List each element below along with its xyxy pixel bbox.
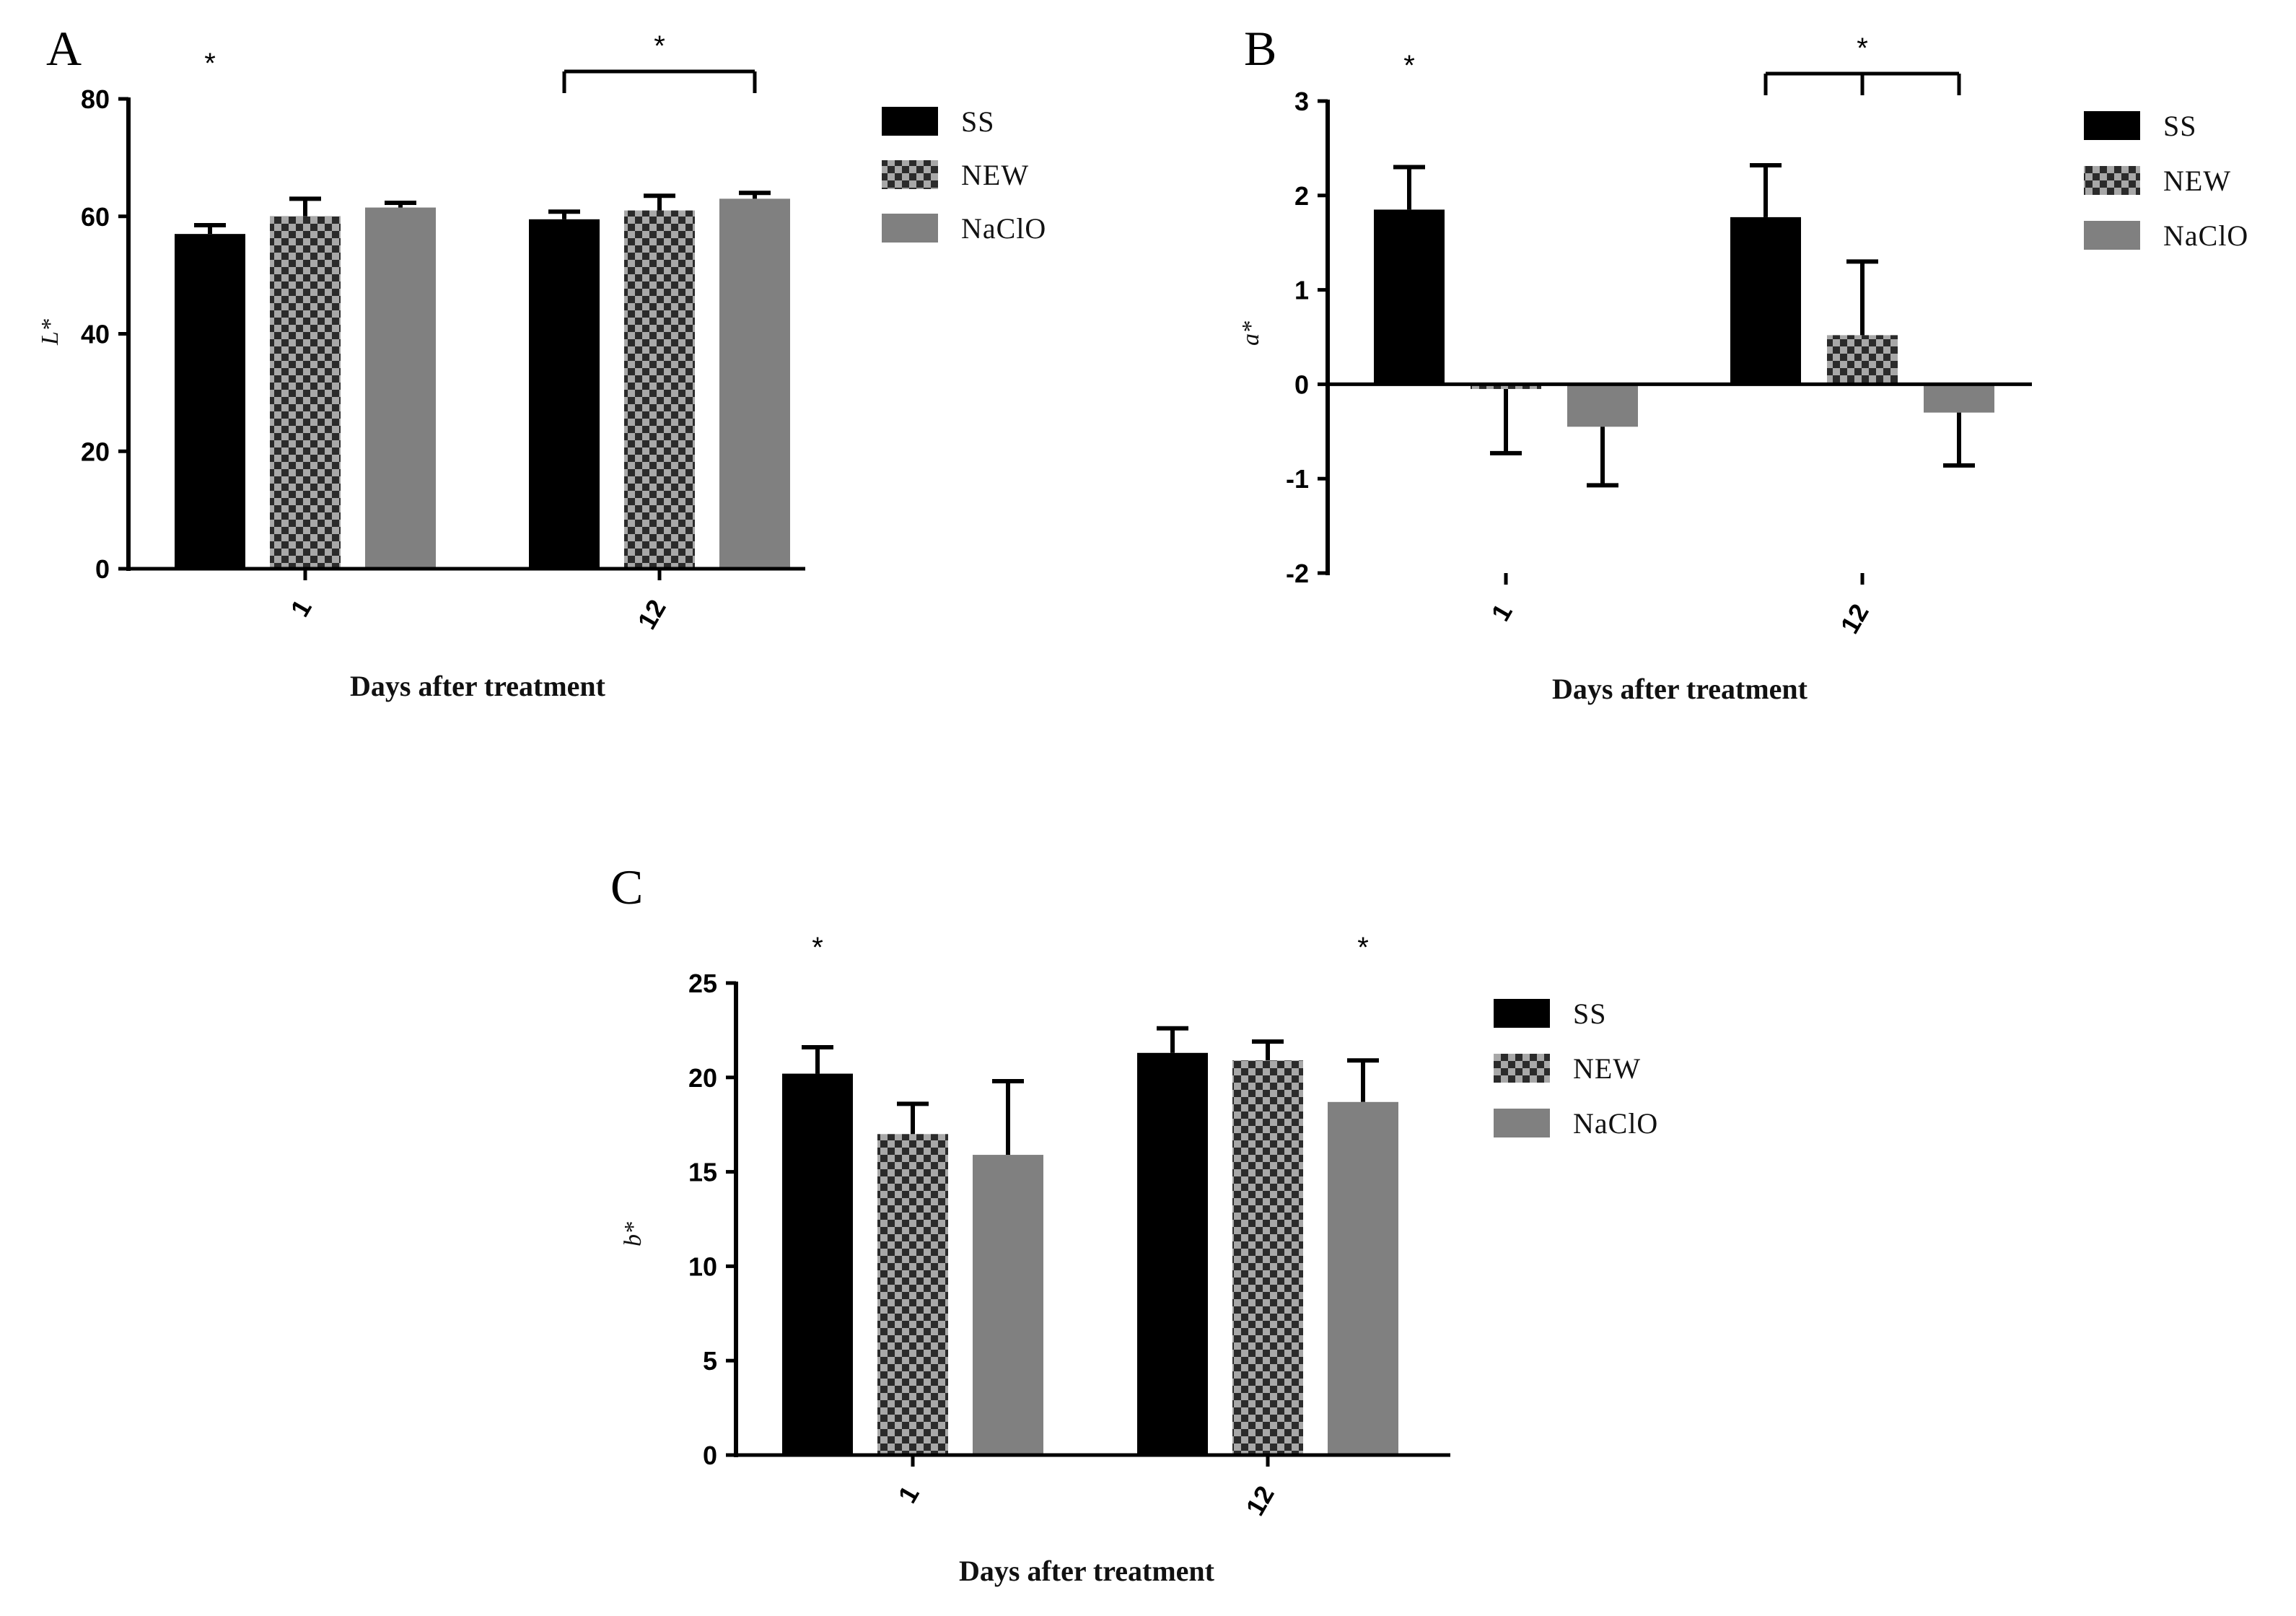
legend-a: SS NEW NaClO <box>882 105 1046 245</box>
legend-swatch-b-ss <box>2084 111 2140 140</box>
legend-label-b-naclo: NaClO <box>2163 219 2248 252</box>
legend-swatch-c-ss <box>1494 999 1550 1028</box>
x-tick-label-c-1: 1 <box>892 1481 925 1508</box>
y-tick-label-a-60: 60 <box>81 202 110 232</box>
y-tick-label-b--2: -2 <box>1286 559 1309 588</box>
y-tick-label-b-1: 1 <box>1294 276 1309 305</box>
legend-swatch-a-new <box>882 160 938 189</box>
bar-a-day1-new <box>270 216 341 569</box>
legend-swatch-b-naclo <box>2084 221 2140 250</box>
panel-label-a: A <box>46 21 82 76</box>
bar-c-day1-naclo <box>973 1155 1043 1455</box>
chart-panel-a: A 0 20 40 60 80 1 12 * * L* Days after treatment… <box>37 21 1046 702</box>
x-tick-label-a-1: 1 <box>284 595 317 622</box>
legend-label-b-new: NEW <box>2163 165 2231 197</box>
x-axis-label-b: Days after treatment <box>1552 673 1808 705</box>
x-tick-label-b-12: 12 <box>1834 599 1875 639</box>
y-tick-label-c-20: 20 <box>688 1063 717 1093</box>
x-tick-label-a-12: 12 <box>631 595 672 634</box>
legend-label-a-ss: SS <box>961 105 995 138</box>
annotation-c-1: * <box>1357 932 1369 964</box>
y-tick-label-b-0: 0 <box>1294 370 1309 399</box>
y-tick-label-c-5: 5 <box>703 1346 717 1376</box>
bar-b-day1-ss <box>1374 209 1445 385</box>
y-axis-label-b: a* <box>1237 321 1264 346</box>
legend-label-c-new: NEW <box>1573 1052 1641 1085</box>
annotation-b-1: * <box>1857 32 1868 64</box>
y-tick-label-c-25: 25 <box>688 969 717 998</box>
annotation-a-0: * <box>204 48 216 79</box>
bar-a-day12-new <box>624 210 695 569</box>
bar-c-day1-ss <box>782 1073 853 1455</box>
legend-swatch-a-ss <box>882 107 938 136</box>
y-tick-label-c-10: 10 <box>688 1252 717 1281</box>
y-axis-label-c: b* <box>620 1222 647 1246</box>
legend-swatch-a-naclo <box>882 214 938 243</box>
bar-c-day12-ss <box>1137 1052 1208 1455</box>
x-axis-label-c: Days after treatment <box>959 1555 1215 1587</box>
y-tick-label-b-2: 2 <box>1294 181 1309 211</box>
legend-label-a-naclo: NaClO <box>961 212 1046 245</box>
y-tick-label-b-3: 3 <box>1294 87 1309 116</box>
legend-label-a-new: NEW <box>961 159 1029 191</box>
x-tick-label-b-1: 1 <box>1485 599 1518 626</box>
bar-a-day12-naclo <box>719 198 790 569</box>
legend-label-b-ss: SS <box>2163 110 2197 142</box>
legend-swatch-c-naclo <box>1494 1109 1550 1137</box>
chart-panel-c: C 0 5 10 15 20 25 1 12 * * b* Days after treatmen… <box>610 860 1658 1587</box>
x-tick-label-c-12: 12 <box>1240 1481 1280 1521</box>
bar-a-day1-ss <box>175 234 245 569</box>
panel-label-c: C <box>610 860 643 914</box>
bar-a-day12-ss <box>529 219 600 569</box>
legend-label-c-naclo: NaClO <box>1573 1107 1658 1140</box>
plot-area-a: 0 20 40 60 80 1 12 * * <box>81 30 805 634</box>
annotation-b-0: * <box>1403 50 1415 82</box>
bar-a-day1-naclo <box>365 207 436 569</box>
legend-swatch-c-new <box>1494 1054 1550 1083</box>
bar-b-day1-naclo <box>1567 384 1638 427</box>
y-tick-label-a-80: 80 <box>81 84 110 114</box>
bar-c-day12-naclo <box>1328 1101 1398 1455</box>
bar-b-day12-naclo <box>1924 384 1994 413</box>
x-axis-label-a: Days after treatment <box>350 670 606 702</box>
panel-label-b: B <box>1244 21 1276 76</box>
y-tick-label-c-0: 0 <box>703 1441 717 1470</box>
legend-c: SS NEW NaClO <box>1494 997 1658 1140</box>
annotation-a-1: * <box>654 30 665 62</box>
bar-c-day1-new <box>877 1134 948 1455</box>
bar-b-day12-new <box>1827 335 1898 385</box>
legend-b: SS NEW NaClO <box>2084 110 2248 252</box>
legend-swatch-b-new <box>2084 166 2140 195</box>
bar-b-day12-ss <box>1730 217 1801 385</box>
y-tick-label-c-15: 15 <box>688 1158 717 1187</box>
y-axis-label-a: L* <box>37 319 63 346</box>
y-tick-label-a-20: 20 <box>81 437 110 466</box>
y-tick-label-a-40: 40 <box>81 320 110 349</box>
y-tick-label-a-0: 0 <box>95 554 110 584</box>
bar-b-day1-new <box>1471 384 1541 389</box>
plot-area-c: 0 5 10 15 20 25 1 12 * * <box>688 932 1450 1521</box>
bar-c-day12-new <box>1232 1060 1303 1455</box>
y-tick-label-b--1: -1 <box>1286 464 1309 494</box>
legend-label-c-ss: SS <box>1573 997 1607 1030</box>
annotation-c-0: * <box>812 932 823 964</box>
